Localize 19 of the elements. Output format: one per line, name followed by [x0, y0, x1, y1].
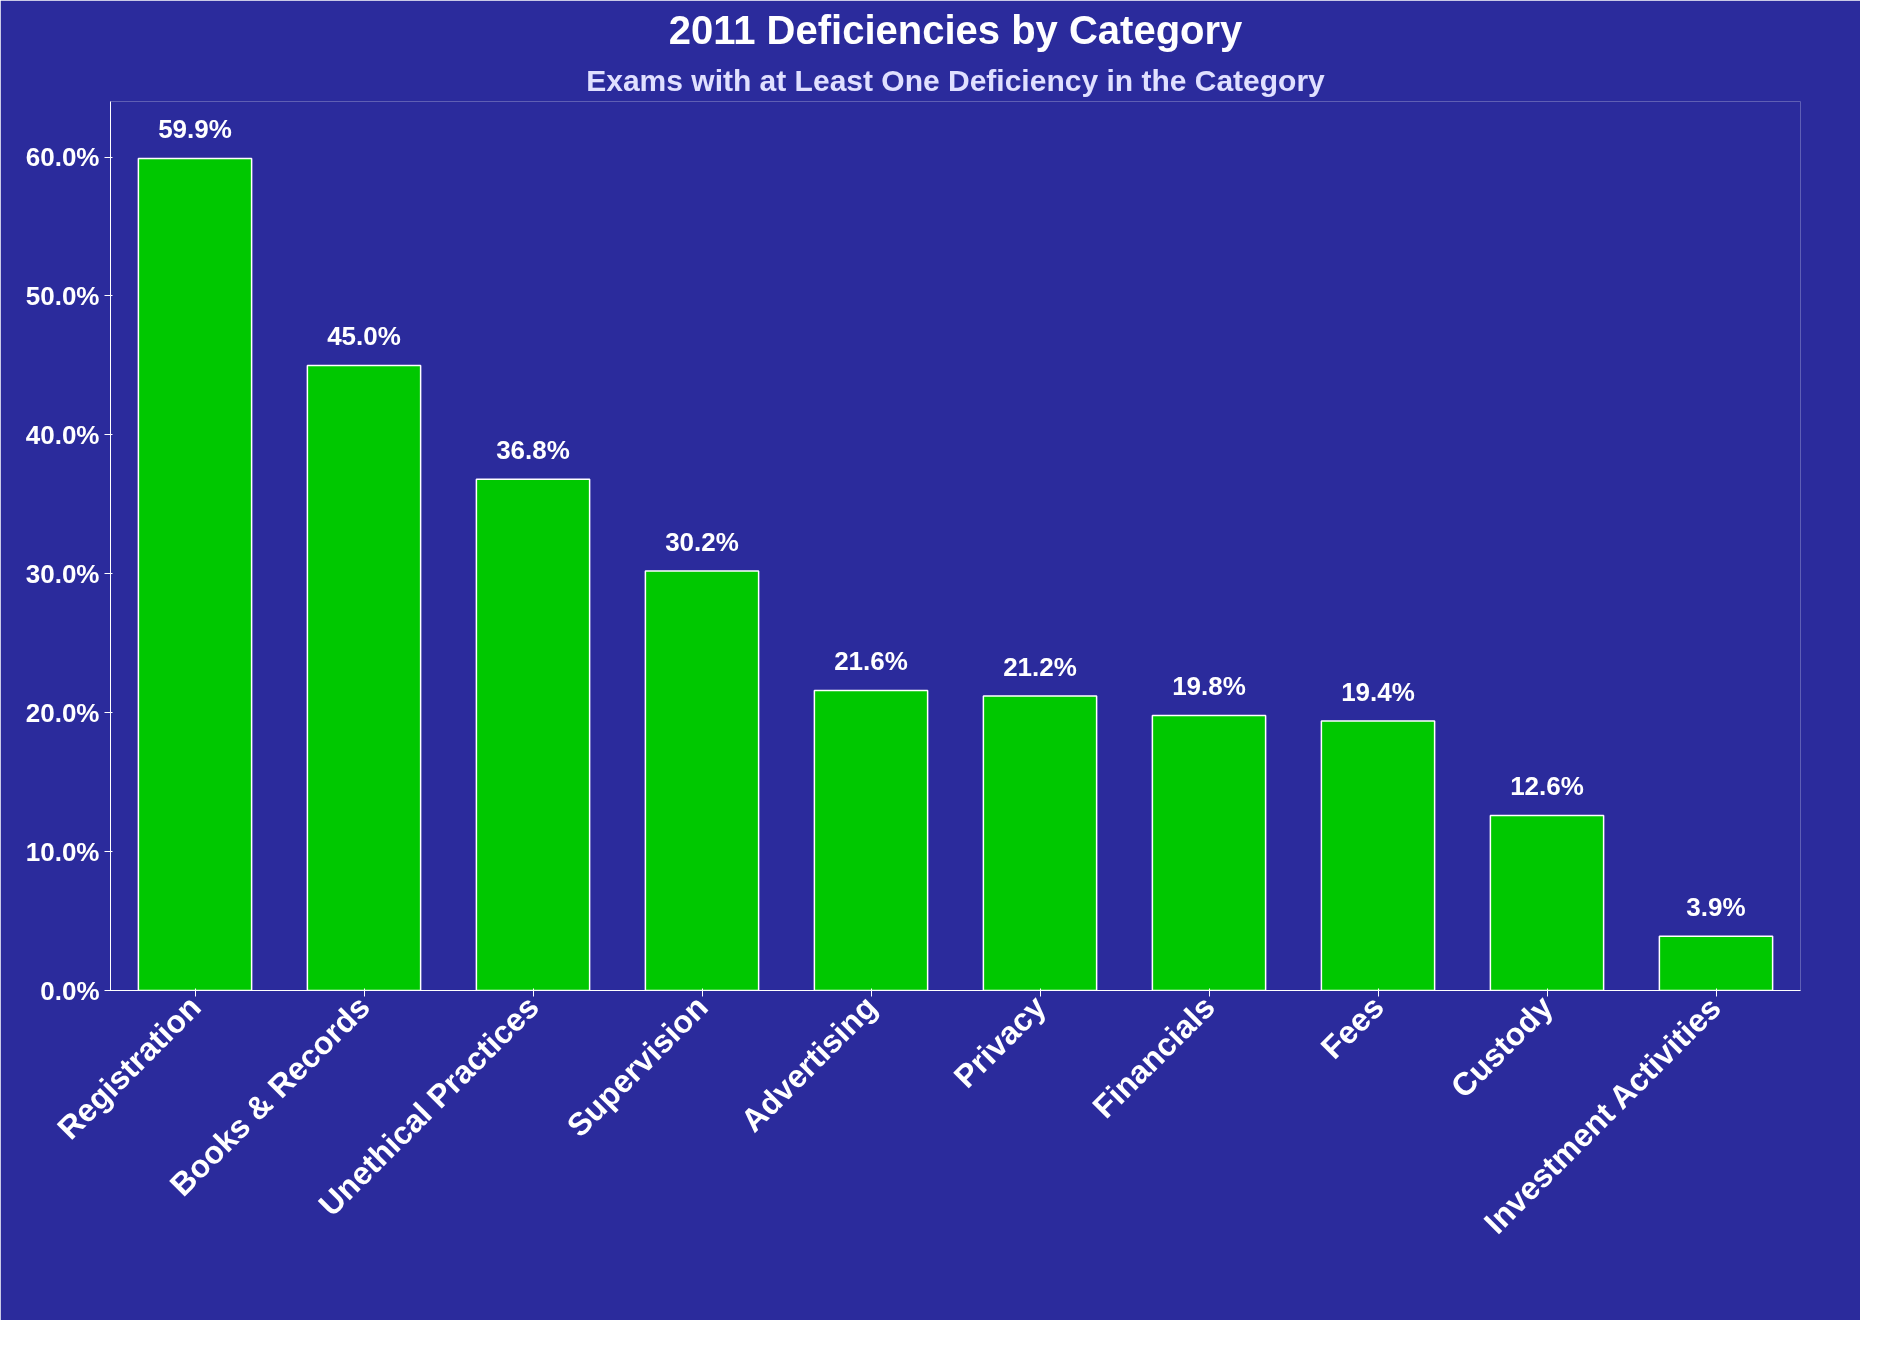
- y-tick-label: 10.0%: [25, 836, 100, 867]
- chart-title: 2011 Deficiencies by Category: [668, 7, 1244, 52]
- data-label: 19.8%: [1172, 671, 1246, 702]
- chart-subtitle: Exams with at Least One Deficiency in the Category: [586, 63, 1326, 97]
- y-tick-label: 60.0%: [25, 142, 100, 173]
- data-label: 21.6%: [834, 646, 908, 677]
- data-label: 45.0%: [327, 321, 401, 352]
- y-tick-label: 50.0%: [25, 280, 100, 311]
- data-label: 3.9%: [1686, 892, 1746, 923]
- data-label: 19.4%: [1341, 677, 1415, 708]
- data-label: 36.8%: [496, 435, 570, 466]
- data-label: 30.2%: [665, 527, 739, 557]
- y-tick-label: 0.0%: [40, 975, 100, 1006]
- y-tick-label: 40.0%: [25, 419, 100, 450]
- data-label: 12.6%: [1510, 771, 1584, 802]
- y-tick-label: 30.0%: [25, 558, 100, 589]
- data-label: 59.9%: [158, 114, 232, 145]
- y-tick-label: 20.0%: [25, 697, 100, 728]
- data-label: 21.2%: [1003, 652, 1077, 683]
